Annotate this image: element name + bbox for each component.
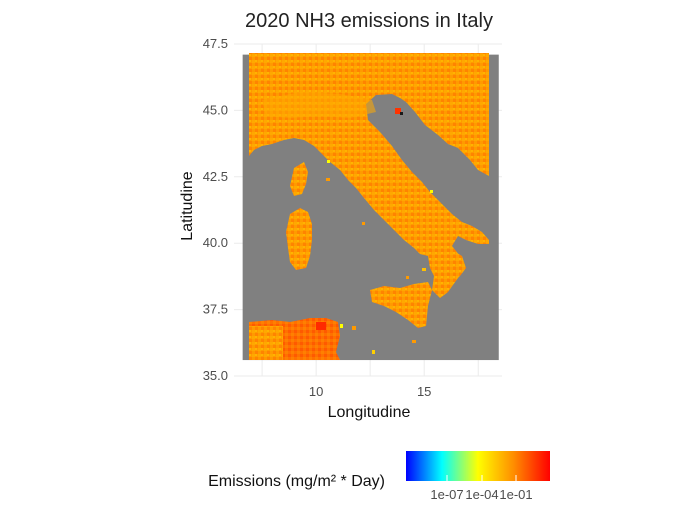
hotspot-south	[316, 322, 326, 330]
y-tick-label: 37.5	[203, 302, 228, 317]
y-axis-ticks: 35.0 37.5 40.0 42.5 45.0 47.5	[203, 36, 228, 383]
y-tick-label: 40.0	[203, 235, 228, 250]
legend-tick-label: 1e-01	[499, 487, 532, 502]
yellow-pixel-3	[340, 324, 343, 328]
y-tick-label: 42.5	[203, 169, 228, 184]
map-title: 2020 NH3 emissions in Italy	[245, 10, 493, 32]
land-north-africa-west	[249, 326, 283, 360]
y-axis-label: Latitudine	[179, 171, 196, 240]
legend: Emissions (mg/m² * Day) 1e-07 1e-04 1e-01	[208, 451, 550, 502]
land-sardinia	[286, 208, 312, 270]
legend-tick-label: 1e-04	[465, 487, 498, 502]
island-ponza	[362, 222, 365, 225]
island-ustica	[406, 276, 409, 279]
island-lampedusa	[372, 350, 375, 354]
island-aeolian	[422, 268, 426, 271]
x-tick-label: 15	[417, 384, 431, 399]
y-tick-label: 45.0	[203, 102, 228, 117]
x-tick-label: 10	[309, 384, 323, 399]
island-elba	[326, 178, 330, 181]
y-tick-label: 47.5	[203, 36, 228, 51]
yellow-pixel-2	[430, 190, 433, 193]
hotspot-north	[395, 108, 401, 114]
land-calabria	[434, 250, 466, 298]
yellow-pixel-1	[327, 160, 330, 163]
land-po-valley	[262, 92, 376, 118]
hotspot-north-2	[400, 112, 403, 115]
legend-title: Emissions (mg/m² * Day)	[208, 473, 385, 490]
land-corsica	[290, 162, 308, 196]
emissions-raster	[242, 53, 499, 361]
x-axis-label: Longitudine	[328, 404, 411, 421]
island-pantelleria	[352, 326, 356, 330]
x-axis-ticks: 10 15	[309, 384, 432, 399]
legend-ticks: 1e-07 1e-04 1e-01	[430, 475, 533, 502]
y-tick-label: 35.0	[203, 368, 228, 383]
legend-tick-label: 1e-07	[430, 487, 463, 502]
land-sicily	[370, 282, 432, 328]
island-malta	[412, 340, 416, 343]
legend-colorbar	[406, 451, 550, 481]
